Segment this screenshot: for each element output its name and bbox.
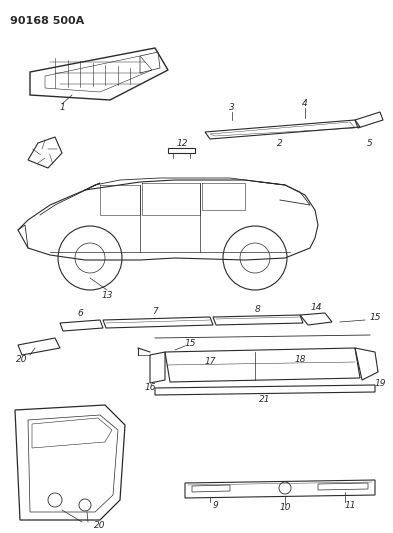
Text: 7: 7	[152, 306, 158, 316]
Text: 20: 20	[94, 521, 106, 529]
Text: 6: 6	[77, 309, 83, 318]
Text: 1: 1	[59, 103, 65, 112]
Text: 19: 19	[374, 378, 386, 387]
Text: 3: 3	[229, 103, 235, 112]
Text: 13: 13	[101, 290, 113, 300]
Text: 18: 18	[294, 356, 306, 365]
Text: 12: 12	[176, 139, 188, 148]
Text: 2: 2	[277, 139, 283, 148]
Text: 17: 17	[204, 358, 216, 367]
Text: 5: 5	[367, 139, 373, 148]
Text: 90168 500A: 90168 500A	[10, 16, 84, 26]
Text: 10: 10	[279, 504, 291, 513]
Text: 15: 15	[369, 313, 381, 322]
Text: 14: 14	[310, 303, 322, 312]
Text: 21: 21	[259, 395, 271, 405]
Text: 4: 4	[302, 100, 308, 109]
Text: 9: 9	[212, 500, 218, 510]
Text: 20: 20	[16, 356, 28, 365]
Text: 15: 15	[184, 338, 196, 348]
Text: 16: 16	[144, 383, 156, 392]
Text: 11: 11	[344, 500, 356, 510]
Text: 8: 8	[255, 304, 261, 313]
